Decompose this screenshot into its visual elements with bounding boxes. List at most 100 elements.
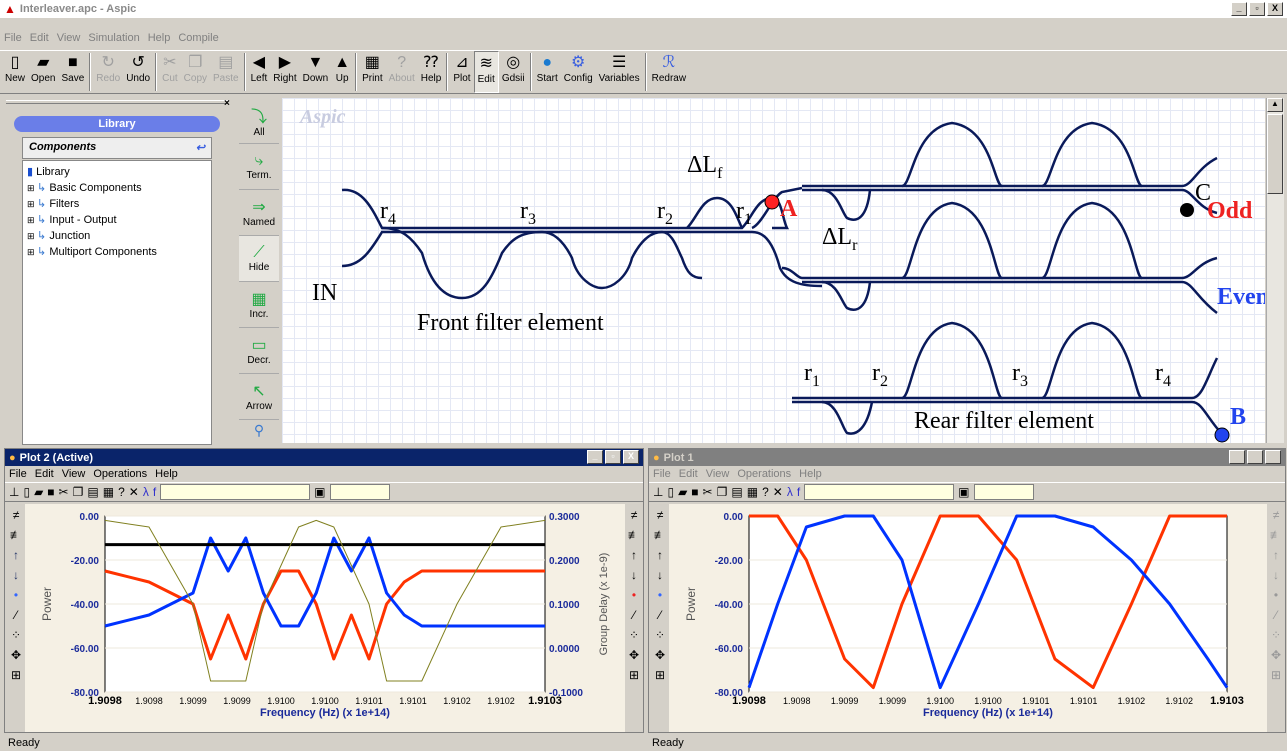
save-icon[interactable]: ■ <box>691 485 699 499</box>
help-icon[interactable]: ? <box>118 485 125 499</box>
edit-button[interactable]: ≋ Edit <box>473 51 499 93</box>
copy-icon[interactable]: ❐ <box>716 485 728 499</box>
plot2-chart[interactable]: 0.00 -20.00 -40.00 -60.00 -80.00 0.3000 0.2000… <box>25 504 625 732</box>
plot2-menu-edit[interactable]: Edit <box>34 468 54 480</box>
grid-icon[interactable]: ≠ <box>630 508 638 522</box>
plot1-close-button[interactable]: X <box>1265 450 1281 464</box>
plot2-menu-view[interactable]: View <box>61 468 86 480</box>
up-button[interactable]: ▲ Up <box>331 51 353 93</box>
arrow-down-icon[interactable]: ↓ <box>1273 568 1279 582</box>
menu-compile[interactable]: Compile <box>178 32 219 44</box>
tree-root[interactable]: ▮ Library <box>27 164 207 180</box>
arrow-down-icon[interactable]: ↓ <box>13 568 19 582</box>
pin-icon[interactable]: ⊥ <box>9 485 20 499</box>
palette-all-button[interactable]: ⤵ All <box>239 98 279 144</box>
grid2-icon[interactable]: ≢ <box>628 528 640 542</box>
plot1-chart[interactable]: 0.00-20.00-40.00-60.00-80.001.9098 1.9098… <box>669 504 1267 732</box>
marker-icon[interactable]: ⁄ <box>658 608 661 622</box>
move-icon[interactable]: ✥ <box>628 648 640 662</box>
plot1-minimize-button[interactable]: _ <box>1229 450 1245 464</box>
grid-icon[interactable]: ≠ <box>656 508 664 522</box>
canvas-scrollbar[interactable]: ▲ <box>1266 98 1284 443</box>
lambda-icon[interactable]: λ <box>142 485 149 499</box>
save-button[interactable]: ■ Save <box>58 51 87 93</box>
grid2-icon[interactable]: ≢ <box>10 528 22 542</box>
plot2-close-button[interactable]: X <box>623 450 639 464</box>
new-button[interactable]: ▯ New <box>2 51 28 93</box>
cut-icon[interactable]: ✂ <box>58 485 69 499</box>
menu-view[interactable]: View <box>56 32 81 44</box>
marker2-icon[interactable]: ⁘ <box>654 628 666 642</box>
zoom-icon[interactable]: ⊞ <box>1270 668 1282 682</box>
help-icon[interactable]: ? <box>762 485 769 499</box>
magnifier-icon[interactable]: ⚲ <box>253 421 265 438</box>
dot-icon[interactable]: • <box>657 588 663 602</box>
marker-icon[interactable]: ⁄ <box>1274 608 1277 622</box>
paste-icon[interactable]: ▤ <box>87 485 99 499</box>
redraw-button[interactable]: ℛ Redraw <box>649 51 689 93</box>
grid-icon[interactable]: ≠ <box>12 508 20 522</box>
copy-button[interactable]: ❐ Copy <box>181 51 210 93</box>
expand-icon[interactable]: ⊞ <box>27 247 38 257</box>
arrow-down-icon[interactable]: ↓ <box>657 568 663 582</box>
collapse-icon[interactable]: ↩ <box>195 142 205 154</box>
close-button[interactable]: X <box>1267 2 1283 16</box>
arrow-up-icon[interactable]: ↑ <box>1273 548 1279 562</box>
tree-item[interactable]: ⊞ ↳ Input - Output <box>27 212 207 228</box>
expand-icon[interactable]: ⊞ <box>27 199 38 209</box>
plot1-menu-help[interactable]: Help <box>799 468 822 480</box>
plot2-value-box[interactable] <box>160 484 311 500</box>
down-button[interactable]: ▼ Down <box>300 51 332 93</box>
cut-icon[interactable]: ✂ <box>702 485 713 499</box>
dot-icon[interactable]: • <box>13 588 19 602</box>
plot2-menu-file[interactable]: File <box>9 468 27 480</box>
arrow-up-icon[interactable]: ↑ <box>631 548 637 562</box>
dot-icon[interactable]: • <box>631 588 637 602</box>
palette-incr-button[interactable]: ▦ Incr. <box>239 282 279 328</box>
expand-icon[interactable]: ⊞ <box>27 215 38 225</box>
cursor-icon[interactable]: ✕ <box>772 485 783 499</box>
paste-icon[interactable]: ▤ <box>731 485 743 499</box>
menu-help[interactable]: Help <box>147 32 171 44</box>
panel-grip[interactable] <box>6 100 228 104</box>
plot1-menu-view[interactable]: View <box>705 468 730 480</box>
menu-edit[interactable]: Edit <box>29 32 49 44</box>
open-button[interactable]: ▰ Open <box>28 51 58 93</box>
minimize-button[interactable]: _ <box>1231 2 1247 16</box>
plot2-menu-operations[interactable]: Operations <box>93 468 148 480</box>
calc-icon[interactable]: ▣ <box>314 485 326 499</box>
scroll-up-icon[interactable]: ▲ <box>1267 98 1283 112</box>
config-button[interactable]: ⚙ Config <box>561 51 596 93</box>
new-icon[interactable]: ▯ <box>667 485 675 499</box>
pin-icon[interactable]: ⊥ <box>653 485 664 499</box>
right-button[interactable]: ▶ Right <box>270 51 299 93</box>
arrow-up-icon[interactable]: ↑ <box>657 548 663 562</box>
freq-icon[interactable]: f <box>796 485 801 499</box>
plot2-menu-help[interactable]: Help <box>155 468 178 480</box>
library-header[interactable]: Library <box>14 116 220 132</box>
paste-button[interactable]: ▤ Paste <box>210 51 242 93</box>
dot-icon[interactable]: • <box>1273 588 1279 602</box>
save-icon[interactable]: ■ <box>47 485 55 499</box>
cut-button[interactable]: ✂ Cut <box>159 51 181 93</box>
left-button[interactable]: ◀ Left <box>248 51 271 93</box>
about-button[interactable]: ? About <box>386 51 418 93</box>
grid2-icon[interactable]: ≢ <box>1270 528 1282 542</box>
palette-decr-button[interactable]: ▭ Decr. <box>239 328 279 374</box>
zoom-icon[interactable]: ⊞ <box>10 668 22 682</box>
copy-icon[interactable]: ❐ <box>72 485 84 499</box>
marker2-icon[interactable]: ⁘ <box>10 628 22 642</box>
open-icon[interactable]: ▰ <box>678 485 688 499</box>
gdsii-button[interactable]: ◎ Gdsii <box>499 51 528 93</box>
plot1-maximize-button[interactable]: ▫ <box>1247 450 1263 464</box>
calc-icon[interactable]: ▣ <box>958 485 970 499</box>
plot2-minimize-button[interactable]: _ <box>587 450 603 464</box>
palette-term-button[interactable]: ⤷ Term. <box>239 144 279 190</box>
palette-named-button[interactable]: ⇒ Named <box>239 190 279 236</box>
menu-simulation[interactable]: Simulation <box>88 32 140 44</box>
tree-item[interactable]: ⊞ ↳ Junction <box>27 228 207 244</box>
print-icon[interactable]: ▦ <box>746 485 759 499</box>
menu-file[interactable]: File <box>4 32 22 44</box>
freq-icon[interactable]: f <box>152 485 157 499</box>
plot1-menu-operations[interactable]: Operations <box>737 468 792 480</box>
